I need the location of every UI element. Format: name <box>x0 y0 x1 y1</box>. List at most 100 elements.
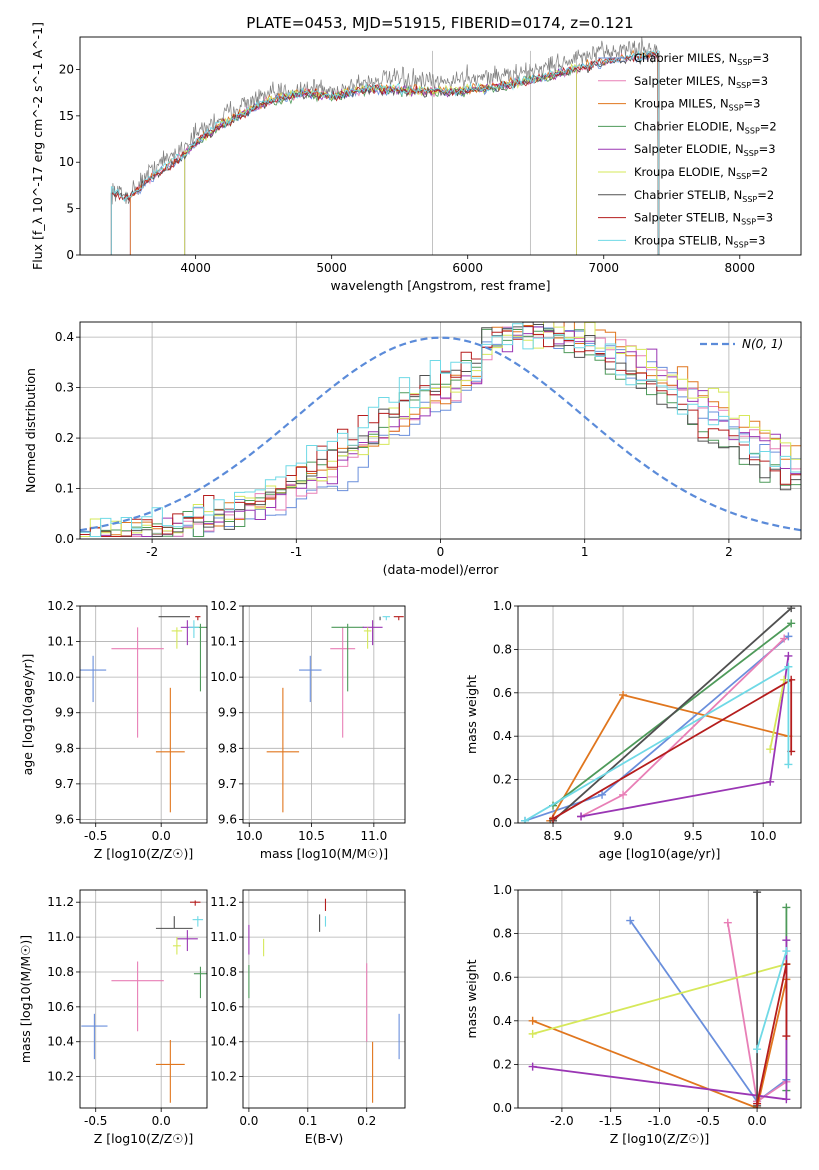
errorbar-chabrier-miles <box>81 1013 108 1060</box>
x-tick-label: 0.0 <box>748 1114 767 1128</box>
x-axis-label: mass [log10(M/M☉)] <box>260 846 388 861</box>
y-tick-label: 10.2 <box>210 599 237 613</box>
y-tick-label: 0.4 <box>493 729 512 743</box>
x-tick-label: 0.0 <box>239 1114 258 1128</box>
errorbar-salpeter-elodie <box>362 620 383 646</box>
axes-frame <box>242 605 406 824</box>
y-tick-label: 1.0 <box>493 883 512 897</box>
x-tick-label: 1 <box>581 545 589 559</box>
errorbar-chabrier-elodie <box>193 966 207 999</box>
weight-point-kroupa-elodie <box>780 675 789 684</box>
panel-residuals: -2 -1 0 1 2 0.0 0.1 0.2 0.3 0.4 (data-model)/error… <box>23 321 802 577</box>
weight-point-salpeter-elodie <box>784 651 793 660</box>
y-tick-label: 10.6 <box>210 1000 237 1014</box>
legend-label-salpeter-miles: Salpeter MILES, NSSP=3 <box>634 74 768 90</box>
x-tick-label: 8.5 <box>543 829 562 843</box>
errorbar-salpeter-stelib <box>189 900 201 906</box>
weight-point-chabrier-stelib <box>787 606 796 613</box>
y-tick-label: 5 <box>66 202 74 216</box>
x-tick-label: 0.1 <box>298 1114 317 1128</box>
x-tick-label: 4000 <box>180 261 211 275</box>
y-tick-label: 10.1 <box>210 635 237 649</box>
errorbar-kroupa-miles <box>155 687 185 813</box>
y-tick-label: 10.2 <box>47 1070 74 1084</box>
errorbar-kroupa-elodie <box>171 627 183 649</box>
errorbar-kroupa-elodie <box>172 937 181 955</box>
x-axis-label: Z [log10(Z/Z☉)] <box>94 1131 194 1146</box>
x-tick-label: 8000 <box>725 261 756 275</box>
x-tick-label: -1.0 <box>648 1114 671 1128</box>
x-tick-label: 11.0 <box>360 829 387 843</box>
x-tick-label: -0.5 <box>84 829 107 843</box>
plot-area <box>521 606 796 823</box>
spectrum-model-kroupa-stelib <box>110 49 659 255</box>
y-tick-label: 10 <box>59 155 74 169</box>
x-tick-label: -1 <box>290 545 302 559</box>
axes-frame <box>79 36 802 256</box>
y-tick-label: 10.8 <box>47 965 74 979</box>
errorbar-salpeter-stelib <box>195 616 201 621</box>
x-tick-label: 0.0 <box>152 829 171 843</box>
y-tick-label: 0.2 <box>493 1057 512 1071</box>
y-tick-label: 10.8 <box>210 965 237 979</box>
plot-area <box>266 616 404 813</box>
weight-point-salpeter-stelib <box>782 960 791 969</box>
y-tick-label: 10.2 <box>210 1070 237 1084</box>
y-axis-label: mass [log10(M/M☉)] <box>18 935 33 1063</box>
errorbar-salpeter-elodie <box>176 930 198 952</box>
axes-frame <box>517 605 802 824</box>
weight-line-kroupa-stelib <box>756 950 788 1050</box>
x-tick-label: -0.5 <box>697 1114 720 1128</box>
y-tick-label: 9.8 <box>55 741 74 755</box>
y-tick-label: 10.4 <box>47 1035 74 1049</box>
y-tick-label: 0.1 <box>55 482 74 496</box>
axes-frame <box>79 321 802 540</box>
x-tick-label: -2 <box>146 545 158 559</box>
weight-point-salpeter-miles <box>723 918 732 927</box>
legend-label-chabrier-stelib: Chabrier STELIB, NSSP=2 <box>634 188 774 204</box>
panel-age-vs-Z: -0.5 0.0 9.6 9.7 9.8 9.9 10.0 10.1 10.2 Z [log10(… <box>20 599 208 861</box>
legend-label-kroupa-stelib: Kroupa STELIB, NSSP=3 <box>634 233 765 249</box>
y-axis-label: mass weight <box>464 959 479 1038</box>
y-tick-label: 9.9 <box>218 706 237 720</box>
legend-label-chabrier-elodie: Chabrier ELODIE, NSSP=2 <box>634 119 777 135</box>
panel-spectrum: 4000 5000 6000 7000 8000 0 5 10 15 20 wavelength [… <box>30 22 802 293</box>
x-axis-label: E(B-V) <box>305 1131 344 1146</box>
weight-point-chabrier-elodie <box>787 619 796 628</box>
x-axis-label: Z [log10(Z/Z☉)] <box>94 846 194 861</box>
histogram-salpeter-elodie <box>80 326 801 537</box>
y-tick-label: 1.0 <box>493 599 512 613</box>
legend-label-chabrier-miles: Chabrier MILES, NSSP=3 <box>634 51 769 67</box>
y-tick-label: 11.2 <box>47 895 74 909</box>
y-tick-label: 9.9 <box>55 706 74 720</box>
plot-area <box>81 900 207 1103</box>
y-axis-label: Normed distribution <box>23 368 38 493</box>
errorbar-chabrier-miles <box>80 655 107 703</box>
x-tick-label: 0.0 <box>152 1114 171 1128</box>
weight-point-salpeter-elodie <box>577 812 586 821</box>
weight-point-kroupa-miles <box>528 1016 537 1025</box>
plot-area <box>528 890 791 1108</box>
legend-label-normal: N(0, 1) <box>742 337 783 351</box>
y-tick-label: 0.2 <box>493 773 512 787</box>
x-tick-label: 10.0 <box>236 829 263 843</box>
weight-point-salpeter-miles <box>619 790 628 799</box>
spectrum-observed-line <box>110 37 659 205</box>
x-axis-label: Z [log10(Z/Z☉)] <box>610 1131 710 1146</box>
x-tick-label: -1.5 <box>599 1114 622 1128</box>
plot-area <box>248 898 400 1103</box>
panel-age-vs-mass: 10.0 10.5 11.0 9.6 9.7 9.8 9.9 10.0 10.1 10.2 mass… <box>210 599 406 861</box>
weight-point-chabrier-miles <box>626 916 635 925</box>
y-tick-label: 11.2 <box>210 895 237 909</box>
y-tick-label: 11.0 <box>210 930 237 944</box>
axes-frame <box>242 889 406 1109</box>
plot-area <box>80 616 207 813</box>
y-axis-label: age [log10(age/yr)] <box>20 654 35 776</box>
weight-point-chabrier-elodie <box>782 903 791 912</box>
weight-line-kroupa-miles <box>532 979 788 1108</box>
panel-mass-vs-Z: -0.5 0.0 10.2 10.4 10.6 10.8 11.0 11.2 Z [log10(… <box>18 889 208 1146</box>
errorbar-kroupa-miles <box>266 687 300 813</box>
x-axis-label: wavelength [Angstrom, rest frame] <box>330 278 550 293</box>
y-tick-label: 0.3 <box>55 381 74 395</box>
